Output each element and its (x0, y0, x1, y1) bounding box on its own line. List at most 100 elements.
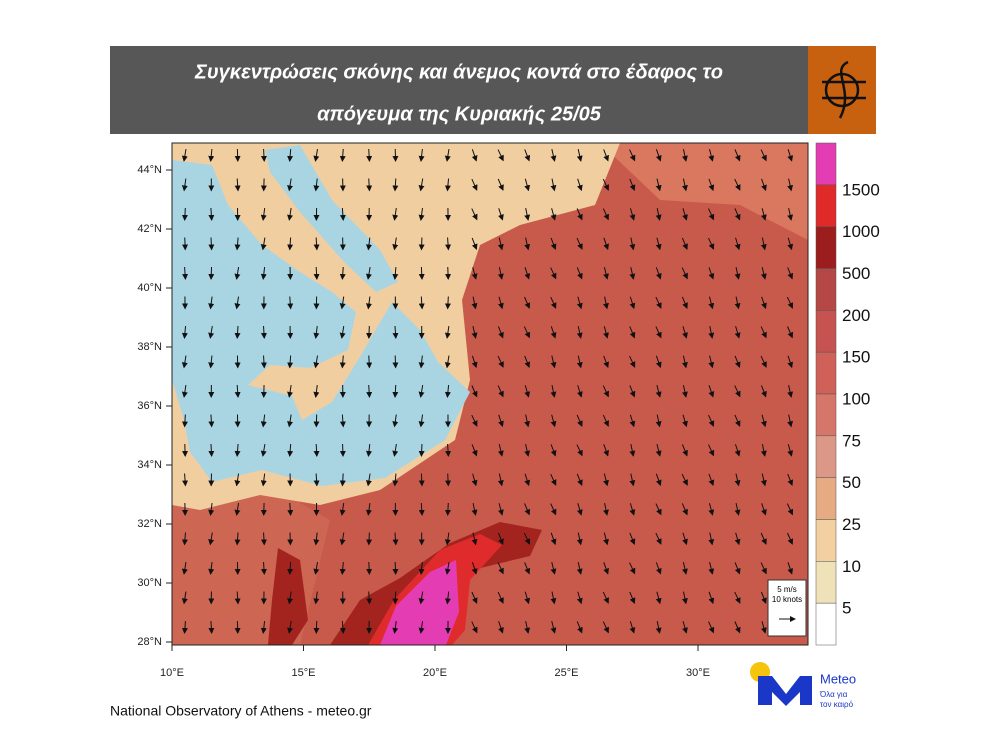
wind-arrow (576, 591, 583, 605)
wind-arrow (524, 237, 531, 251)
wind-arrow (629, 414, 636, 428)
wind-arrow (392, 384, 399, 398)
wind-legend (767, 579, 807, 637)
wind-arrow (629, 326, 636, 339)
wind-arrow (603, 326, 609, 339)
wind-arrow (498, 208, 504, 221)
wind-arrow (734, 267, 741, 280)
wind-arrow (444, 178, 451, 192)
wind-arrow (497, 149, 504, 162)
wind-arrow (181, 532, 188, 546)
wind-arrow (471, 444, 478, 457)
wind-arrow (681, 591, 688, 605)
wind-arrow (497, 355, 504, 368)
wind-arrow (576, 355, 583, 369)
dust-field (600, 143, 808, 240)
wind-arrow (234, 178, 241, 192)
wind-arrow (734, 473, 741, 487)
title-bar (110, 46, 808, 134)
wind-arrow (234, 296, 241, 310)
wind-arrow (787, 355, 794, 369)
wind-arrow (287, 502, 294, 516)
wind-arrow (524, 385, 531, 398)
wind-arrow (497, 503, 504, 516)
wind-arrow (313, 591, 320, 605)
wind-arrow (418, 148, 425, 162)
wind-arrow (550, 532, 557, 546)
wind-arrow (339, 414, 346, 428)
wind-arrow (603, 355, 609, 369)
colorbar-segment (815, 561, 837, 604)
wind-arrow (681, 503, 688, 516)
wind-arrow (260, 561, 267, 575)
wind-arrow (681, 444, 688, 457)
wind-arrow (655, 503, 662, 516)
wind-arrow (681, 562, 688, 575)
wind-arrow (366, 237, 372, 251)
wind-arrow (392, 620, 399, 634)
wind-arrow (708, 591, 715, 605)
wind-field (181, 148, 794, 634)
wind-arrow (418, 207, 425, 221)
logo-tagline: Όλα για (819, 690, 848, 699)
wind-arrow (760, 414, 767, 428)
wind-arrow (260, 355, 267, 369)
wind-arrow (550, 562, 557, 575)
wind-arrow (366, 532, 373, 546)
wind-arrow (260, 532, 267, 546)
wind-arrow (576, 149, 583, 162)
wind-arrow (760, 208, 767, 221)
wind-arrow (550, 503, 557, 516)
logo-tagline: τον καιρό (820, 700, 854, 709)
wind-arrow (655, 296, 662, 309)
wind-arrow (786, 503, 794, 516)
wind-arrow (392, 237, 399, 251)
wind-arrow (471, 414, 478, 427)
wind-arrow (761, 503, 767, 516)
wind-arrow (629, 444, 636, 457)
wind-arrow (734, 621, 741, 634)
wind-arrow (576, 237, 583, 250)
wind-arrow (313, 237, 320, 251)
wind-arrow (181, 207, 188, 221)
wind-arrow (787, 208, 794, 221)
wind-arrow (392, 414, 399, 428)
wind-arrow (787, 532, 794, 545)
colorbar-label: 75 (842, 431, 861, 450)
wind-arrow (498, 532, 504, 546)
wind-arrow (339, 532, 346, 546)
wind-arrow (576, 385, 583, 398)
wind-arrow (366, 443, 372, 457)
wind-arrow (208, 620, 215, 634)
wind-arrow (524, 562, 531, 575)
wind-arrow (550, 473, 557, 486)
wind-arrow (287, 207, 294, 221)
wind-arrow (655, 267, 662, 280)
wind-arrow (497, 326, 504, 339)
wind-arrow (365, 473, 372, 487)
wind-arrow (524, 473, 531, 487)
wind-arrow (287, 237, 294, 251)
wind-arrow (234, 532, 241, 546)
colorbar: 1500 1000 500 200 150 100 75 50 25 10 5 (815, 142, 880, 646)
wind-arrow (655, 208, 662, 221)
colorbar-segment (815, 393, 837, 437)
colorbar-segment (815, 310, 837, 353)
wind-arrow (260, 325, 267, 339)
wind-arrow (234, 502, 241, 516)
wind-arrow (734, 178, 741, 191)
wind-arrow (365, 267, 372, 280)
wind-arrow (471, 178, 478, 191)
wind-arrow (208, 237, 215, 251)
wind-arrow (708, 532, 715, 546)
wind-arrow (602, 621, 609, 634)
wind-arrow (366, 355, 373, 369)
wind-arrow (181, 414, 188, 428)
wind-arrow (787, 178, 794, 192)
wind-arrow (761, 178, 767, 192)
wind-arrow (260, 237, 267, 251)
wind-arrow (524, 208, 531, 221)
wind-arrow (681, 296, 688, 309)
wind-arrow (760, 355, 767, 368)
wind-arrow (550, 385, 557, 398)
